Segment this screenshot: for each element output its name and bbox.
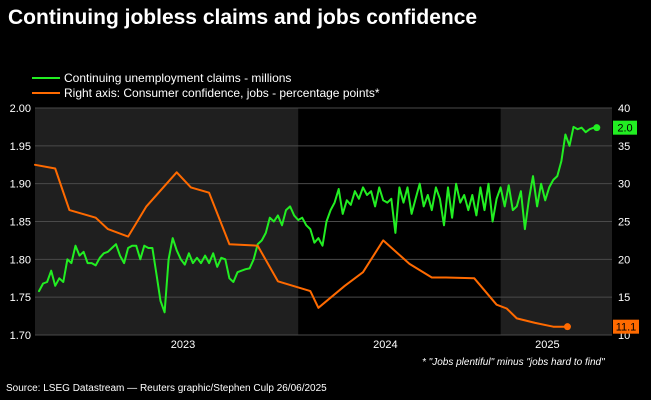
right-axis-tick-label: 35	[618, 141, 630, 153]
end-markers: 2.0 11.1	[563, 120, 639, 334]
left-axis-tick-label: 1.75	[10, 292, 31, 304]
x-axis-tick-label: 2023	[171, 339, 195, 351]
legend	[32, 77, 60, 94]
right-axis-tick-label: 25	[618, 217, 630, 229]
chart-title: Continuing jobless claims and jobs confi…	[8, 6, 478, 29]
series-line-confidence	[34, 163, 569, 328]
left-axis-tick-label: 1.80	[10, 254, 31, 266]
left-axis-tick-label: 2.00	[10, 103, 31, 115]
end-label-box-claims	[613, 120, 637, 135]
left-axis-tick-label: 1.85	[10, 217, 31, 229]
x-axis-tick-label: 2024	[373, 339, 397, 351]
right-axis-tick-label: 30	[618, 179, 630, 191]
source-note: Source: LSEG Datastream — Reuters graphi…	[6, 383, 327, 394]
left-axis-tick-label: 1.95	[10, 141, 31, 153]
left-axis-tick-label: 1.70	[10, 330, 31, 342]
left-axis-tick-label: 1.90	[10, 179, 31, 191]
footnote: * "Jobs plentiful" minus "jobs hard to f…	[422, 357, 605, 368]
gridlines	[35, 107, 612, 336]
end-marker-confidence	[563, 323, 571, 331]
legend-label-claims: Continuing unemployment claims - million…	[64, 71, 292, 85]
end-label-confidence: 11.1	[616, 322, 637, 334]
right-axis-tick-label: 40	[618, 103, 630, 115]
x-axis-tick-label: 2025	[535, 339, 559, 351]
end-label-box-confidence	[613, 319, 639, 334]
left-axis-ticks: 1.70 1.75 1.80 1.85 1.90 1.95 2.00	[10, 103, 31, 342]
right-axis-tick-label: 15	[618, 292, 630, 304]
x-axis-ticks: 2023 2024 2025	[171, 339, 560, 351]
end-label-claims: 2.0	[617, 123, 632, 135]
end-marker-claims	[593, 124, 601, 132]
right-axis-tick-label: 20	[618, 254, 630, 266]
series-lines	[34, 125, 595, 328]
legend-label-confidence: Right axis: Consumer confidence, jobs - …	[64, 86, 380, 100]
series-line-claims	[38, 125, 595, 314]
